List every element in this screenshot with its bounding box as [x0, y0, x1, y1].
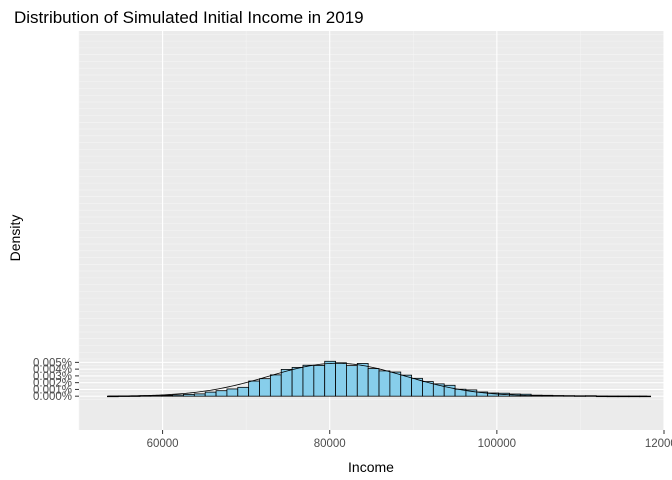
histogram-bar — [335, 362, 347, 397]
histogram-bar — [259, 378, 271, 397]
histogram-bar — [183, 393, 195, 397]
histogram-bar — [324, 360, 336, 397]
histogram-bar — [269, 374, 282, 397]
y-tick-label: 0.002% — [33, 378, 72, 390]
x-tick-label: 80000 — [314, 438, 346, 450]
y-axis-title: Density — [7, 215, 23, 262]
histogram-bar — [237, 386, 250, 397]
x-axis-title: Income — [348, 459, 394, 475]
histogram-bar — [172, 394, 184, 397]
histogram-bar — [302, 364, 315, 397]
histogram-bar — [367, 368, 380, 397]
histogram-bar — [161, 394, 174, 397]
y-axis: 0.000%0.001%0.002%0.003%0.004%0.005% — [33, 357, 79, 403]
density-curve — [108, 362, 648, 397]
minor-gridlines — [78, 31, 664, 430]
y-tick-label: 0.005% — [33, 357, 72, 369]
histogram-bar — [291, 367, 304, 397]
histogram-bar — [204, 391, 217, 397]
y-tick-label: 0.003% — [33, 371, 72, 383]
y-tick-label: 0.001% — [33, 384, 72, 396]
histogram-bar — [248, 380, 260, 397]
histogram-bar — [346, 365, 358, 397]
histogram-bar — [411, 377, 423, 397]
histogram-bar — [193, 393, 206, 397]
histogram-bar — [389, 371, 402, 397]
x-tick-label: 120000 — [645, 438, 672, 450]
histogram-bar — [280, 369, 293, 397]
histogram-bar — [215, 390, 228, 397]
histogram-bar — [313, 365, 326, 397]
x-axis: 60000 80000 100000 120000 — [147, 430, 672, 450]
histogram-bar — [378, 370, 391, 397]
y-tick-label: 0.004% — [33, 364, 72, 376]
histogram-bar — [400, 374, 413, 397]
chart-title: Distribution of Simulated Initial Income… — [14, 8, 364, 27]
x-tick-label: 60000 — [147, 438, 179, 450]
histogram-bar — [356, 363, 369, 397]
y-tick-label: 0.000% — [33, 391, 72, 403]
x-tick-label: 100000 — [478, 438, 516, 450]
histogram-bar — [226, 388, 239, 397]
